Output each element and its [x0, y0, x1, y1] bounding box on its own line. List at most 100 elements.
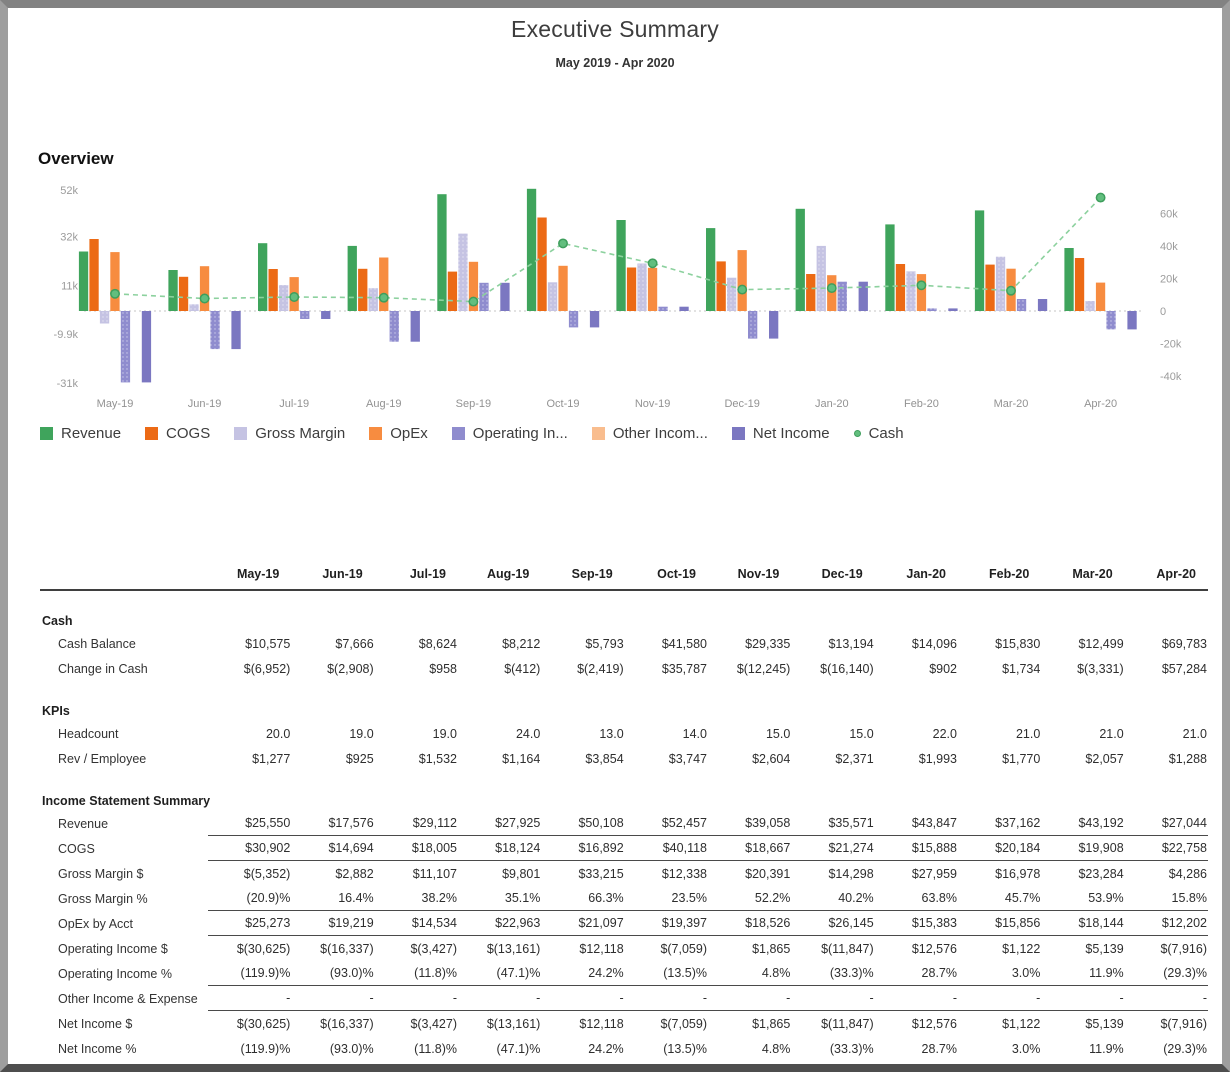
chart-bar-gross-margin[interactable]: [368, 288, 378, 311]
legend-item-net-income[interactable]: Net Income: [731, 425, 830, 442]
chart-bar-revenue[interactable]: [616, 220, 626, 311]
chart-bar-gross-margin[interactable]: [279, 285, 289, 311]
chart-bar-operating-in[interactable]: [658, 306, 668, 311]
chart-bar-opex[interactable]: [647, 267, 658, 311]
cash-point[interactable]: [468, 296, 479, 307]
legend-item-revenue[interactable]: Revenue: [40, 425, 121, 442]
chart-bar-opex[interactable]: [558, 265, 568, 311]
chart-bar-gross-margin[interactable]: [906, 271, 916, 311]
chart-bar-gross-margin[interactable]: [727, 277, 737, 311]
chart-bar-opex[interactable]: [1095, 282, 1106, 311]
chart-bar-gross-margin[interactable]: [189, 304, 199, 311]
chart-bar-net-income[interactable]: [231, 311, 241, 350]
table-cell: 15.0: [849, 726, 874, 741]
chart-bar-net-income[interactable]: [769, 311, 779, 339]
chart-bar-operating-in[interactable]: [210, 311, 220, 350]
chart-bar-gross-margin[interactable]: [995, 256, 1006, 311]
table-cell: $29,112: [412, 816, 457, 830]
chart-bar-net-income[interactable]: [1127, 311, 1137, 330]
chart-bar-gross-margin[interactable]: [637, 263, 647, 312]
chart-bar-net-income[interactable]: [410, 311, 420, 342]
cash-point[interactable]: [289, 292, 300, 302]
cash-point[interactable]: [1095, 192, 1106, 203]
chart-bar-net-income[interactable]: [321, 311, 331, 319]
chart-bar-net-income[interactable]: [679, 306, 689, 311]
legend-item-gross-margin[interactable]: Gross Margin: [234, 425, 345, 442]
chart-bar-revenue[interactable]: [1064, 248, 1074, 311]
chart-bar-revenue[interactable]: [974, 210, 985, 311]
cash-point[interactable]: [558, 238, 568, 249]
chart-bar-revenue[interactable]: [78, 251, 89, 312]
chart-bar-operating-in[interactable]: [389, 311, 399, 342]
chart-bar-net-income[interactable]: [141, 311, 152, 383]
chart-bar-opex[interactable]: [199, 266, 210, 311]
legend-item-opex[interactable]: OpEx: [369, 425, 428, 442]
chart-bar-cogs[interactable]: [716, 261, 726, 311]
table-cell: $(16,337): [320, 1016, 374, 1031]
chart-bar-revenue[interactable]: [437, 194, 447, 311]
chart-bar-cogs[interactable]: [268, 269, 278, 311]
chart-bar-net-income[interactable]: [589, 311, 600, 328]
chart-bar-gross-margin[interactable]: [816, 245, 826, 311]
chart-bar-cogs[interactable]: [985, 264, 995, 311]
chart-bar-opex[interactable]: [379, 257, 389, 312]
chart-bar-opex[interactable]: [737, 250, 747, 311]
table-row: Revenue $25,550 $17,576 $29,112 $27,925 $50,1…: [40, 811, 1208, 836]
overview-chart[interactable]: 52k 32k 11k -9.9k -31k 60k 40k 20k 0 -20k -40k May-…: [38, 176, 1198, 426]
chart-bar-operating-in[interactable]: [927, 308, 937, 311]
cash-point[interactable]: [110, 288, 120, 299]
chart-bar-revenue[interactable]: [258, 243, 268, 311]
chart-bar-opex[interactable]: [827, 275, 837, 311]
cash-point[interactable]: [826, 283, 837, 294]
table-cell: $(3,427): [410, 1016, 457, 1031]
chart-bar-operating-in[interactable]: [748, 311, 758, 339]
chart-bar-gross-margin[interactable]: [458, 233, 468, 311]
chart-bar-revenue[interactable]: [347, 245, 357, 311]
legend-item-operating-in[interactable]: Operating In...: [451, 425, 568, 442]
chart-bar-operating-in[interactable]: [1016, 299, 1027, 311]
chart-bar-gross-margin[interactable]: [1085, 301, 1095, 311]
legend-item-other-incom[interactable]: Other Incom...: [591, 425, 708, 442]
legend-item-cogs[interactable]: COGS: [145, 425, 210, 442]
chart-bar-revenue[interactable]: [526, 188, 537, 311]
cash-point[interactable]: [378, 292, 389, 303]
chart-bar-revenue[interactable]: [168, 270, 178, 311]
chart-bar-operating-in[interactable]: [300, 311, 310, 319]
chart-bar-gross-margin[interactable]: [99, 311, 110, 324]
chart-bar-cogs[interactable]: [447, 271, 458, 311]
chart-bar-cogs[interactable]: [806, 274, 816, 311]
chart-bar-cogs[interactable]: [1074, 258, 1085, 311]
chart-bar-cogs[interactable]: [626, 267, 637, 312]
chart-bar-cogs[interactable]: [895, 264, 906, 311]
cash-point[interactable]: [916, 280, 927, 291]
chart-bar-operating-in[interactable]: [568, 311, 579, 328]
chart-bar-net-income[interactable]: [500, 282, 510, 311]
table-cell: $5,793: [585, 636, 624, 651]
chart-bar-cogs[interactable]: [537, 217, 547, 312]
chart-bar-revenue[interactable]: [795, 208, 805, 311]
legend-item-cash[interactable]: Cash: [853, 425, 904, 442]
row-label: Change in Cash: [58, 661, 148, 676]
chart-bar-operating-in[interactable]: [837, 281, 847, 311]
cash-point[interactable]: [647, 258, 658, 269]
chart-bar-opex[interactable]: [110, 252, 120, 311]
chart-bar-operating-in[interactable]: [479, 282, 489, 311]
chart-bar-net-income[interactable]: [948, 308, 958, 311]
chart-bar-revenue[interactable]: [885, 224, 895, 311]
table-cell: $4,286: [1168, 866, 1207, 881]
chart-bar-net-income[interactable]: [858, 281, 868, 311]
chart-bar-revenue[interactable]: [706, 228, 716, 311]
chart-bar-cogs[interactable]: [178, 276, 189, 311]
table-row: Operating Income $ $(30,625) $(16,337) $(3,…: [40, 936, 1208, 961]
chart-bar-opex[interactable]: [468, 261, 479, 311]
chart-bar-net-income[interactable]: [1037, 299, 1048, 311]
chart-bar-operating-in[interactable]: [1106, 311, 1116, 330]
chart-bar-cogs[interactable]: [358, 268, 368, 311]
chart-bar-gross-margin[interactable]: [547, 282, 558, 311]
chart-bar-opex[interactable]: [916, 274, 927, 311]
cash-point[interactable]: [199, 293, 210, 304]
chart-bar-cogs[interactable]: [89, 239, 99, 311]
cash-point[interactable]: [737, 284, 748, 295]
chart-bar-operating-in[interactable]: [120, 311, 131, 383]
cash-point[interactable]: [1006, 285, 1016, 296]
